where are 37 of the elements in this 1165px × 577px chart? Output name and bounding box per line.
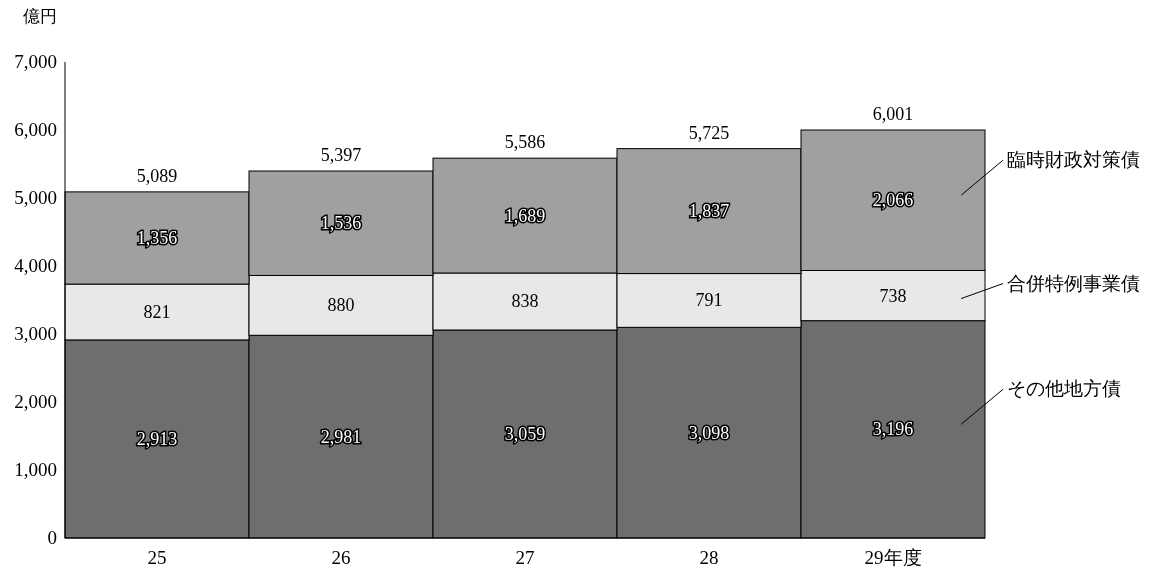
y-tick-label: 7,000 [14,51,57,72]
x-tick-label: 26 [331,547,351,568]
data-label: 1,356 [136,227,178,248]
data-label: 791 [695,290,723,311]
data-label: 3,098 [688,422,730,443]
data-label: 738 [879,285,907,306]
data-label: 2,981 [320,426,362,447]
x-tick-label: 27 [515,547,535,568]
x-tick-label: 25 [147,547,167,568]
x-tick-label: 28 [699,547,719,568]
data-label: 2,066 [872,190,914,211]
y-tick-label: 1,000 [14,459,57,480]
data-label: 1,837 [688,201,730,222]
data-label: 1,536 [320,213,362,234]
y-axis-title: 億円 [23,7,57,26]
x-tick-label: 29年度 [864,547,922,568]
data-label: 838 [511,291,539,312]
data-label: 821 [143,302,171,322]
y-tick-label: 3,000 [14,323,57,344]
data-label: 1,689 [504,205,546,226]
y-tick-label: 0 [47,527,57,548]
series-label: その他地方債 [1007,378,1121,400]
data-label: 3,196 [872,419,914,440]
data-label: 2,913 [136,428,178,449]
y-tick-label: 4,000 [14,255,57,276]
total-label: 5,397 [320,145,362,165]
total-label: 5,586 [504,132,546,153]
total-label: 5,089 [136,165,178,186]
y-tick-label: 2,000 [14,391,57,412]
y-tick-label: 5,000 [14,187,57,208]
total-label: 5,725 [688,122,730,143]
data-label: 3,059 [504,423,546,444]
series-label: 臨時財政対策債 [1007,149,1140,171]
y-tick-label: 6,000 [14,119,57,140]
total-label: 6,001 [872,104,914,124]
data-label: 880 [327,295,355,316]
legend-label: 合併特例事業債 [1007,272,1140,294]
